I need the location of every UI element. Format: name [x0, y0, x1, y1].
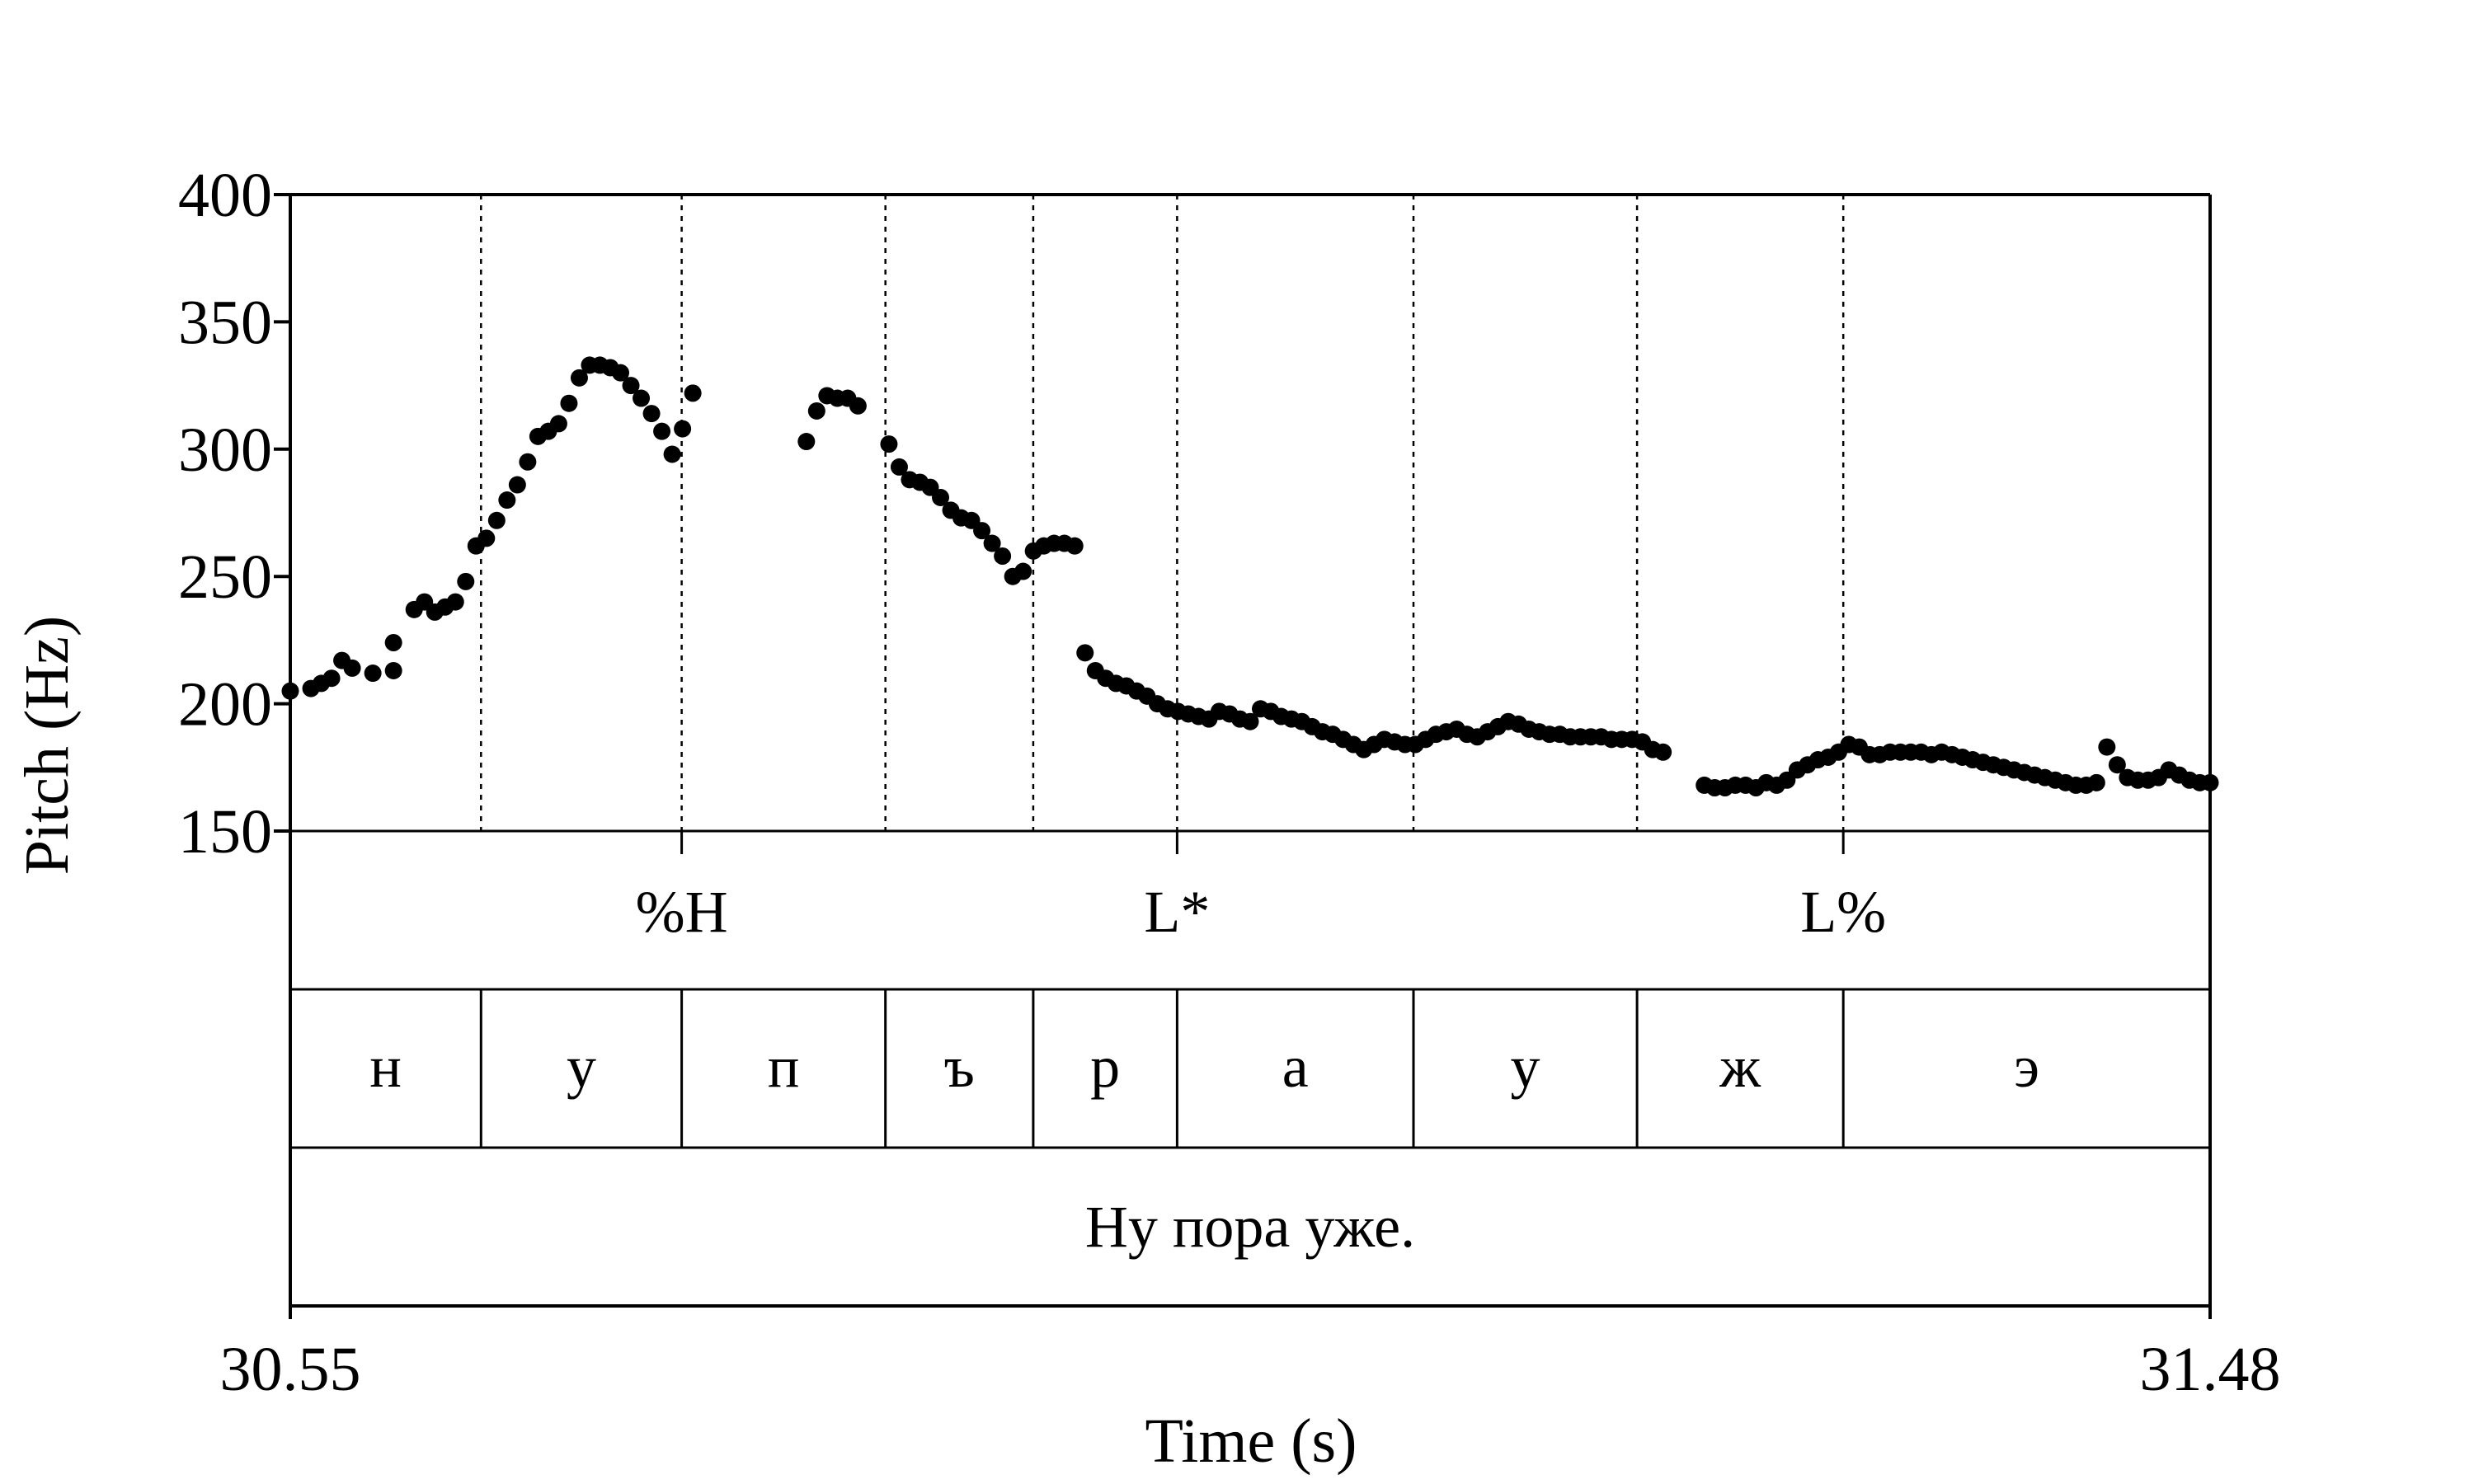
pitch-point [612, 364, 630, 382]
pitch-point [457, 572, 475, 590]
pitch-point [343, 659, 361, 677]
pitch-point [983, 534, 1001, 552]
x-axis-title: Time (s) [1145, 1407, 1357, 1476]
pitch-point [684, 384, 702, 402]
pitch-point [890, 458, 908, 476]
pitch-point [446, 593, 464, 611]
pitch-point [364, 665, 382, 683]
pitch-point [2098, 738, 2116, 756]
pitch-point [508, 476, 526, 494]
segment-label: э [2014, 1034, 2039, 1100]
plot-frame [289, 193, 2212, 1319]
annotation-tiers: %H L* L% н у п ъ р а у ж э Ну пора уже. [369, 831, 2039, 1260]
pitch-point [674, 420, 692, 438]
pitch-point [519, 453, 537, 471]
pitch-point [622, 377, 640, 395]
pitch-point [498, 491, 516, 510]
segment-label: ъ [944, 1034, 975, 1100]
pitch-point [1065, 537, 1084, 555]
y-tick-label-300: 300 [178, 416, 272, 485]
pitch-point [642, 405, 661, 423]
y-tick-label-200: 200 [178, 670, 272, 740]
y-tick-label-250: 250 [178, 542, 272, 612]
y-tick-label-400: 400 [178, 161, 272, 230]
y-axis-ticks: 150 200 250 300 350 400 [178, 161, 290, 866]
pitch-point [549, 415, 567, 433]
y-axis-title: Pitch (Hz) [12, 616, 82, 875]
pitch-point [797, 433, 816, 451]
x-tick-label-start: 30.55 [220, 1335, 361, 1404]
pitch-point [932, 488, 950, 506]
segment-label: н [369, 1034, 402, 1100]
pitch-point [653, 422, 671, 440]
tone-label: L* [1144, 879, 1210, 945]
pitch-point [849, 397, 867, 415]
segment-label: р [1090, 1034, 1120, 1100]
y-tick-label-350: 350 [178, 288, 272, 357]
pitch-point [1076, 644, 1094, 662]
pitch-point [384, 633, 402, 651]
sentence-label: Ну пора уже. [1085, 1194, 1415, 1260]
pitch-point [560, 394, 578, 412]
segment-label: у [567, 1034, 596, 1100]
segment-label: а [1282, 1034, 1309, 1100]
pitch-point [322, 669, 341, 688]
pitch-point [807, 402, 825, 420]
pitch-points [281, 356, 2219, 797]
pitch-point [477, 529, 496, 547]
pitch-point [663, 445, 681, 463]
pitch-point [973, 522, 991, 540]
segment-label: ж [1719, 1034, 1761, 1100]
pitch-point [384, 661, 402, 679]
pitch-point [1014, 562, 1032, 580]
segment-label: у [1511, 1034, 1540, 1100]
pitch-point [1241, 712, 1259, 730]
pitch-point [994, 547, 1012, 565]
x-tick-label-end: 31.48 [2140, 1335, 2281, 1404]
pitch-point [2108, 756, 2126, 774]
pitch-point [1654, 743, 1672, 761]
pitch-point [880, 435, 898, 453]
segment-label: п [768, 1034, 800, 1100]
y-tick-label-150: 150 [178, 797, 272, 866]
tone-label: %H [636, 879, 728, 945]
pitch-point [487, 511, 506, 529]
pitch-point [633, 389, 651, 407]
pitch-point [570, 369, 588, 387]
pitch-point [2087, 773, 2105, 791]
tone-label: L% [1800, 879, 1886, 945]
